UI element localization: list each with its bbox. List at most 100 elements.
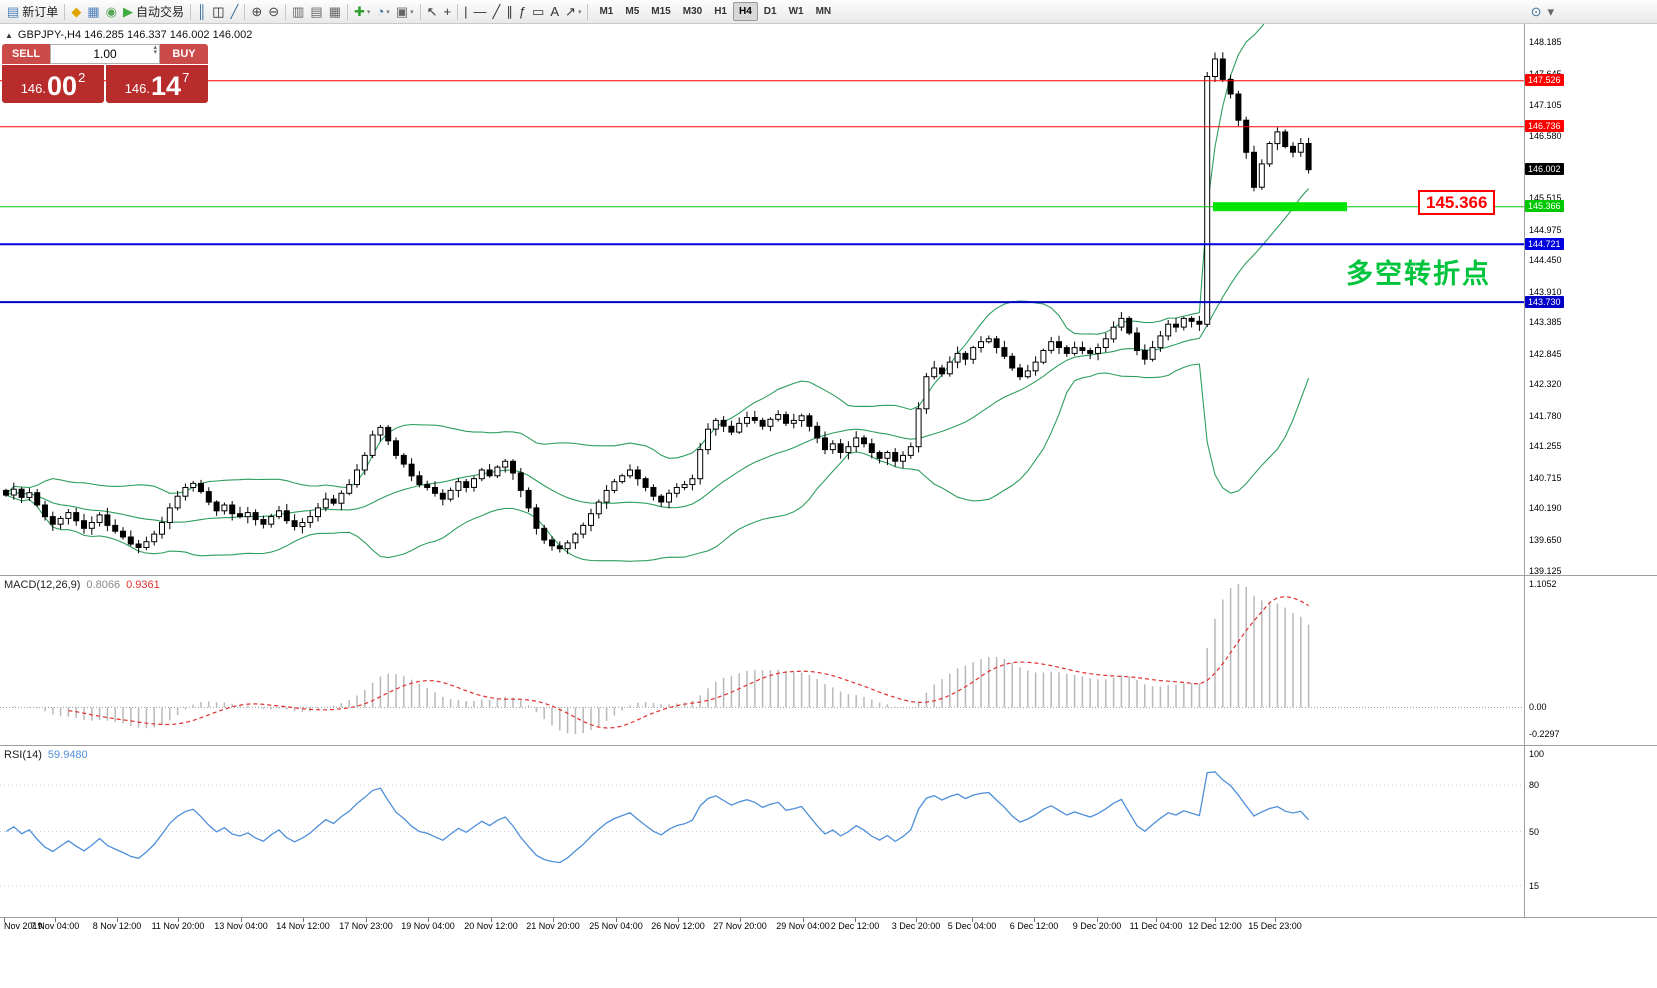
- rsi-line: [5, 771, 1310, 864]
- price-tag-resistance-line-upper: 147.526: [1525, 74, 1564, 86]
- zoom-out-icon: ⊖: [268, 4, 280, 19]
- new-order-button[interactable]: ▤ 新订单: [4, 2, 61, 22]
- macd-value-signal: 0.9361: [126, 579, 160, 591]
- time-tick: [366, 918, 367, 922]
- timeframe-mn-button[interactable]: MN: [815, 6, 832, 17]
- chart-annotation-text: 多空转折点: [1346, 259, 1491, 289]
- toolbar-separator: [285, 3, 287, 20]
- macd-axis-label: -0.2297: [1529, 729, 1560, 739]
- rsi-plot[interactable]: [0, 746, 1524, 917]
- rsi-axis-label: 100: [1529, 749, 1545, 759]
- price-tag-support-line-lower: 143.730: [1525, 296, 1564, 308]
- cascade-windows-button[interactable]: ▤: [307, 2, 325, 22]
- horizontal-line-icon: —: [473, 4, 487, 19]
- timeframe-toolbar: M1 M5 M15 M30 H1 H4 D1 W1 MN: [593, 2, 837, 21]
- zoom-out-button[interactable]: ⊖: [265, 2, 282, 22]
- rsi-panel-label: RSI(14) 59.9480: [4, 749, 88, 761]
- cursor-icon: ↖: [426, 4, 438, 19]
- crosshair-button[interactable]: +: [441, 2, 455, 22]
- price-tick-label: 143.910: [1529, 287, 1562, 297]
- add-indicator-dropdown-icon[interactable]: ▾: [366, 8, 371, 16]
- arrows-icon: ↗: [565, 4, 576, 19]
- line-chart-button[interactable]: ╱: [227, 2, 241, 22]
- search-button[interactable]: ⊙: [1528, 2, 1545, 22]
- time-label: 25 Nov 04:00: [589, 921, 643, 931]
- arrows-button[interactable]: ↗ ▾: [562, 2, 584, 22]
- periods-button[interactable]: ◔ ▾: [373, 2, 392, 22]
- price-tick-label: 145.515: [1529, 193, 1562, 203]
- rsi-axis-label: 50: [1529, 827, 1540, 837]
- candles-layer: [3, 52, 1312, 554]
- price-tag-resistance-line-lower: 146.736: [1525, 120, 1564, 132]
- price-tag-support-line-upper: 144.721: [1525, 238, 1564, 250]
- time-label: 14 Nov 12:00: [276, 921, 330, 931]
- metaeditor-button[interactable]: ◆: [68, 2, 84, 22]
- timeframe-m5-button[interactable]: M5: [625, 6, 640, 17]
- buy-button[interactable]: BUY: [160, 44, 208, 64]
- algo-trading-button[interactable]: ▶ 自动交易: [120, 2, 187, 22]
- fibonacci-button[interactable]: ƒ: [516, 2, 529, 22]
- arrows-dropdown-icon[interactable]: ▾: [577, 8, 582, 16]
- volume-increase-icon[interactable]: ▴: [153, 44, 157, 51]
- time-tick: [491, 918, 492, 922]
- price-chart-plot[interactable]: [0, 24, 1524, 575]
- timeframe-h1-button[interactable]: H1: [714, 6, 727, 17]
- volume-decrease-icon[interactable]: ▾: [153, 48, 157, 56]
- market-watch-button[interactable]: ▦: [84, 2, 102, 22]
- templates-dropdown-icon[interactable]: ▾: [410, 8, 414, 16]
- time-tick: [303, 918, 304, 922]
- rsi-value: 59.9480: [47, 749, 88, 761]
- zoom-in-button[interactable]: ⊕: [248, 2, 265, 22]
- price-level-label: 145.366: [1418, 190, 1496, 215]
- arrange-windows-button[interactable]: ▦: [326, 2, 344, 22]
- tile-windows-button[interactable]: ▥: [289, 2, 307, 22]
- macd-plot[interactable]: [0, 576, 1524, 745]
- sell-price-button[interactable]: 146. 00 2: [2, 65, 104, 103]
- shapes-icon: ▭: [532, 4, 545, 19]
- timeframe-m30-button[interactable]: M30: [682, 6, 703, 17]
- ask-superscript: 7: [182, 70, 190, 85]
- panel-separator: [0, 917, 1657, 918]
- toolbar: ▤ 新订单 ◆ ▦ ◉ ▶ 自动交易 ║ ◫ ╱ ⊕ ⊖ ▥ ▤ ▦ ✚ ▾ ◔ ▾ ▣ ▾ ↖ + | — ╱ ∥ ƒ ▭ A ↗ ▾ M1 M…: [0, 0, 1657, 24]
- buy-price-button[interactable]: 146. 14 7: [106, 65, 208, 103]
- vertical-line-icon: |: [464, 4, 468, 19]
- price-tick-label: 141.780: [1529, 411, 1562, 421]
- toolbar-separator: [64, 3, 66, 20]
- horizontal-lines-layer: [0, 80, 1524, 304]
- one-click-panel-toggle-icon[interactable]: ▲: [5, 30, 13, 40]
- candlestick-chart-button[interactable]: ◫: [209, 2, 227, 22]
- time-tick: [55, 918, 56, 922]
- add-indicator-button[interactable]: ✚ ▾: [351, 2, 373, 22]
- navigator-button[interactable]: ◉: [103, 2, 120, 22]
- price-tick-label: 141.255: [1529, 441, 1562, 451]
- text-button[interactable]: A: [547, 2, 562, 22]
- vertical-line-button[interactable]: |: [461, 2, 470, 22]
- toolbar-options-button[interactable]: ▾: [1544, 2, 1557, 22]
- fibonacci-icon: ƒ: [518, 4, 527, 19]
- timeframe-d1-button[interactable]: D1: [763, 6, 777, 17]
- bar-chart-button[interactable]: ║: [194, 2, 209, 22]
- volume-input[interactable]: 1.00 ▴ ▾: [50, 44, 160, 64]
- pivot-line-green-highlight[interactable]: [1213, 202, 1347, 212]
- timeframe-h4-button[interactable]: H4: [732, 2, 758, 21]
- templates-button[interactable]: ▣ ▾: [393, 2, 417, 22]
- timeframe-m1-button[interactable]: M1: [599, 6, 614, 17]
- equidistant-channel-button[interactable]: ∥: [503, 2, 516, 22]
- cursor-button[interactable]: ↖: [424, 2, 441, 22]
- timeframe-w1-button[interactable]: W1: [788, 6, 804, 17]
- panel-separator[interactable]: [0, 745, 1657, 746]
- time-label: 5 Dec 04:00: [947, 921, 997, 931]
- time-label: 15 Dec 23:00: [1248, 921, 1302, 931]
- time-label: 3 Dec 20:00: [891, 921, 941, 931]
- trendline-button[interactable]: ╱: [490, 2, 504, 22]
- periods-dropdown-icon[interactable]: ▾: [386, 8, 390, 16]
- sell-button[interactable]: SELL: [2, 44, 50, 64]
- price-axis-border: [1524, 24, 1525, 918]
- timeframe-m15-button[interactable]: M15: [651, 6, 671, 17]
- algo-trading-icon: ▶: [122, 4, 133, 19]
- time-label: 21 Nov 20:00: [526, 921, 580, 931]
- shapes-button[interactable]: ▭: [529, 2, 547, 22]
- horizontal-line-button[interactable]: —: [471, 2, 490, 22]
- panel-separator[interactable]: [0, 575, 1657, 576]
- metaeditor-icon: ◆: [71, 4, 82, 19]
